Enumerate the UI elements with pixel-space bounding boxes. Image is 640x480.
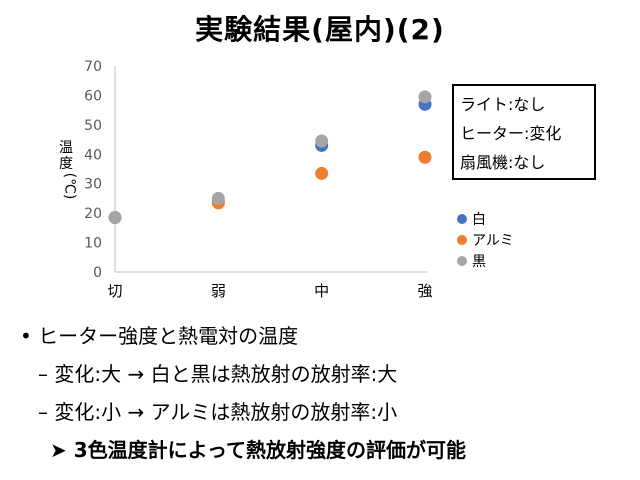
data-point-1 [315,166,329,180]
y-tick-label: 30 [84,177,102,193]
y-tick-label: 50 [84,118,102,134]
data-point-1 [418,150,432,164]
slide-title: 実験結果(屋内)(2) [195,13,445,46]
conditions-box: ライト:なし ヒーター:変化 扇風機:なし [452,84,596,180]
condition-light: ライト:なし [460,95,546,114]
x-tick-label: 中 [314,282,329,300]
data-point-2 [315,134,329,148]
y-tick-label: 10 [84,236,102,252]
data-point-2 [211,191,225,205]
legend-label: 黒 [472,254,486,270]
y-axis-label-char-1: 温 [59,140,73,156]
legend-label: 白 [472,212,486,228]
y-axis-label: 温 度 (℃) [56,140,77,199]
bullet-conclusion: ➤ 3色温度計によって熱放射強度の評価が可能 [50,438,467,462]
data-point-2 [418,90,432,104]
bullet-sub-large-change: – 変化:大 → 白と黒は熱放射の放射率:大 [38,362,398,386]
x-tick-label: 強 [417,282,432,300]
y-tick-label: 0 [93,265,102,281]
legend-label: アルミ [472,233,514,249]
y-tick-label: 20 [84,206,102,222]
y-tick-label: 60 [84,88,102,104]
legend-marker [457,214,467,224]
condition-fan: 扇風機:なし [460,153,546,172]
condition-heater: ヒーター:変化 [460,124,562,143]
y-tick-label: 70 [84,59,102,75]
bullet-main: • ヒーター強度と熱電対の温度 [20,324,299,348]
x-tick-label: 弱 [211,282,226,300]
bullet-sub-small-change: – 変化:小 → アルミは熱放射の放射率:小 [38,400,398,424]
legend-marker [457,235,467,245]
x-tick-label: 切 [107,282,122,300]
y-axis-label-char-2: 度 [59,156,73,172]
y-axis-label-unit: (℃) [61,172,78,200]
legend-marker [457,256,467,266]
data-point-2 [108,211,122,225]
y-tick-label: 40 [84,147,102,163]
